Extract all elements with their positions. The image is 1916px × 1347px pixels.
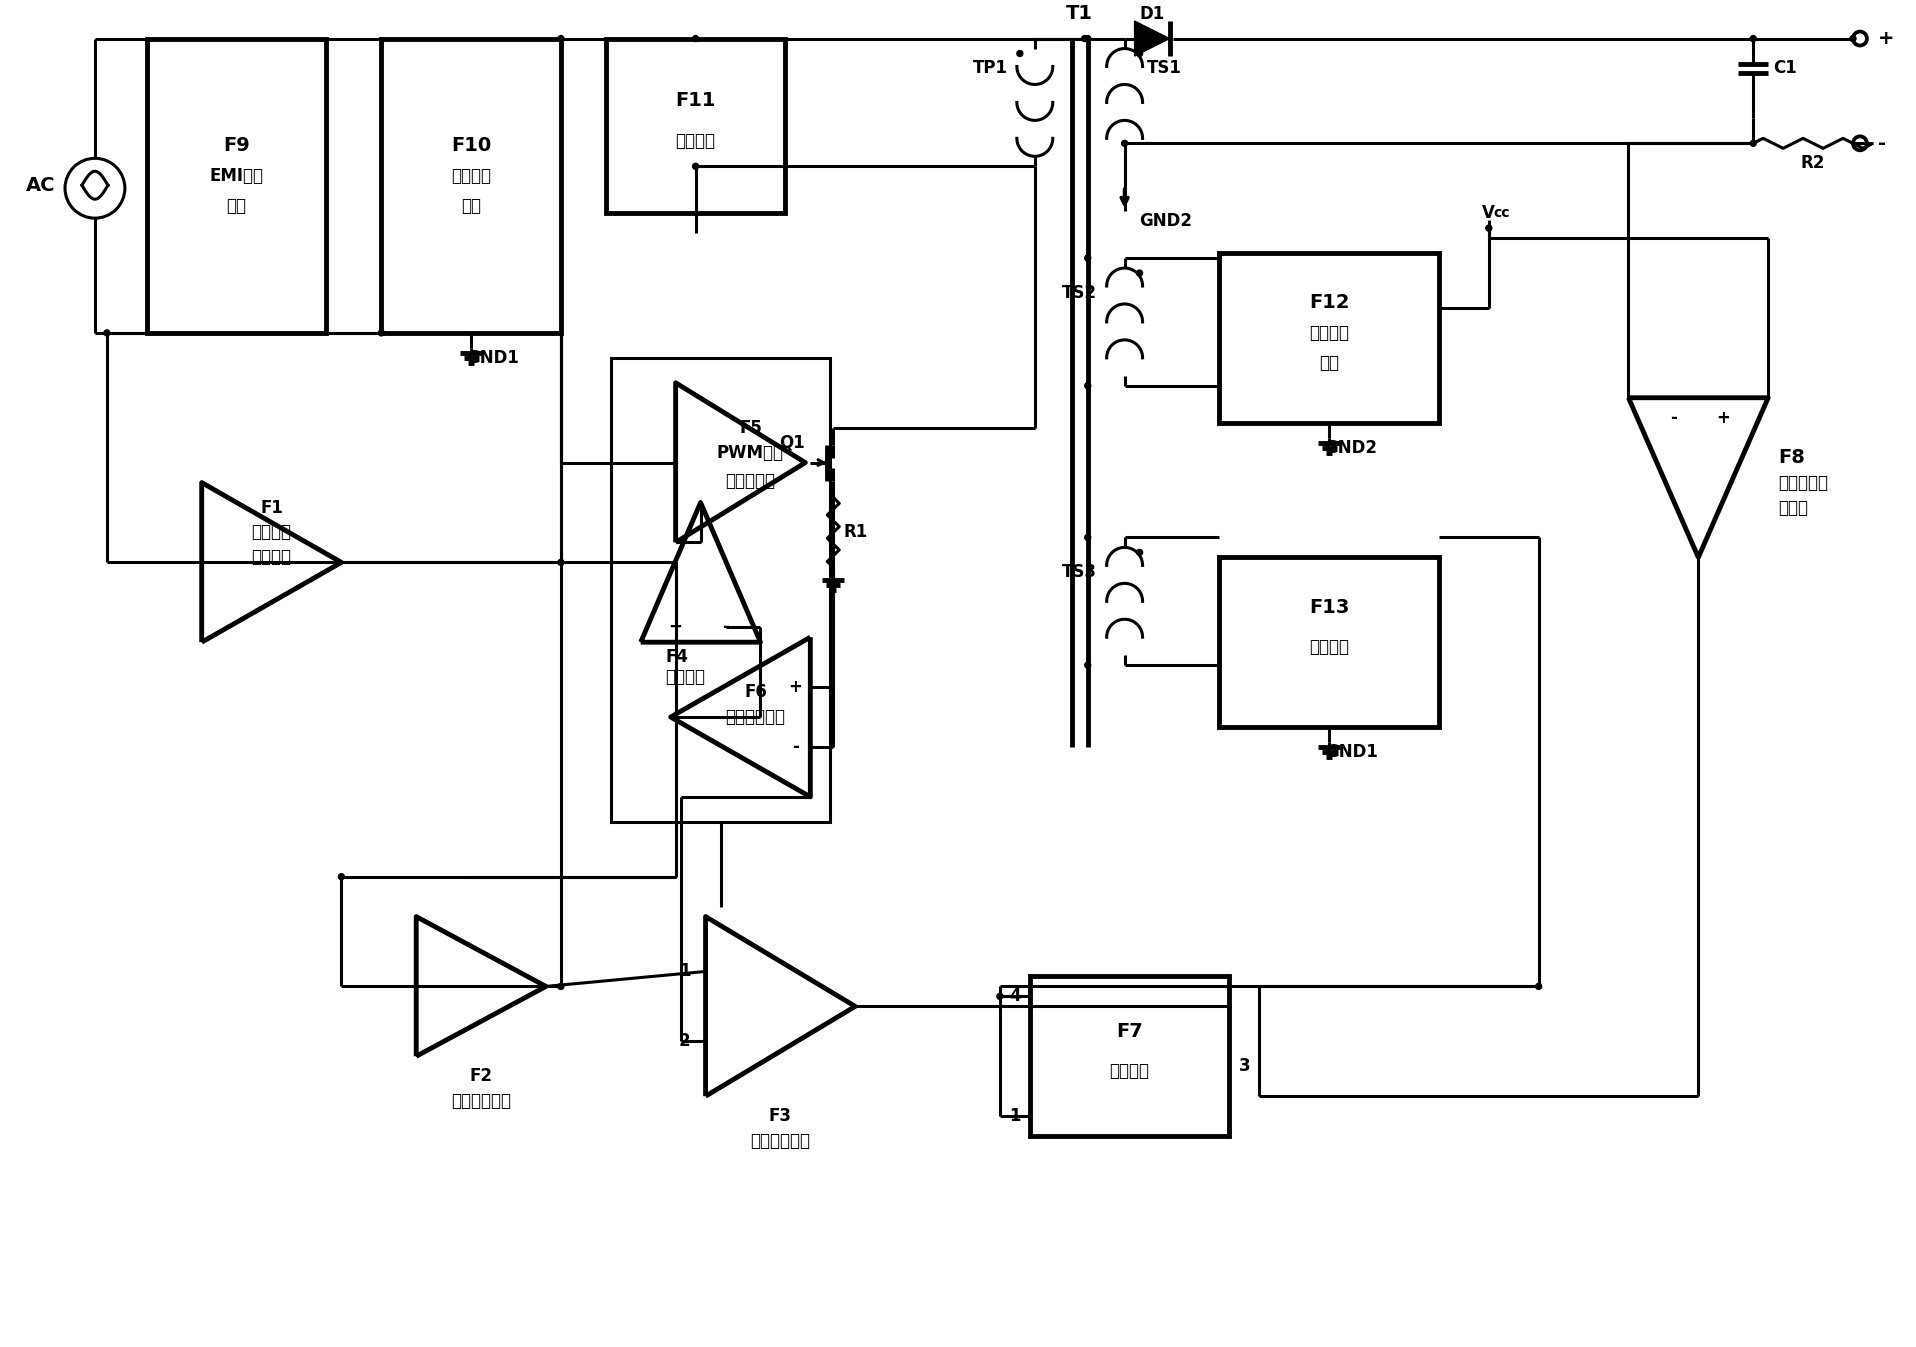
Circle shape xyxy=(1084,383,1090,389)
Text: C1: C1 xyxy=(1772,59,1797,78)
Text: 电源: 电源 xyxy=(1318,354,1339,372)
Circle shape xyxy=(1136,51,1142,57)
Text: F3: F3 xyxy=(768,1107,791,1125)
Text: 比较电路: 比较电路 xyxy=(665,668,705,686)
Text: GND1: GND1 xyxy=(468,349,519,366)
Text: V: V xyxy=(1483,205,1494,222)
Bar xyxy=(1029,977,1230,1136)
Circle shape xyxy=(1537,983,1542,990)
Polygon shape xyxy=(1134,22,1169,57)
Text: F11: F11 xyxy=(674,92,717,110)
Text: -: - xyxy=(1878,133,1885,152)
Circle shape xyxy=(1136,269,1142,276)
Text: F12: F12 xyxy=(1309,294,1349,313)
Text: +: + xyxy=(1717,408,1730,427)
Circle shape xyxy=(1084,35,1090,42)
Text: 整流滤波: 整流滤波 xyxy=(450,167,490,185)
Text: EMI滤波: EMI滤波 xyxy=(209,167,264,185)
Text: PWM控制: PWM控制 xyxy=(717,443,784,462)
Text: 电路: 电路 xyxy=(462,197,481,214)
Text: -: - xyxy=(791,738,799,756)
Circle shape xyxy=(1749,140,1757,147)
Text: 吸收电路: 吸收电路 xyxy=(676,132,715,150)
Circle shape xyxy=(1851,35,1857,42)
Circle shape xyxy=(558,983,563,990)
Text: GND2: GND2 xyxy=(1324,439,1378,457)
Text: F8: F8 xyxy=(1778,449,1805,467)
Circle shape xyxy=(558,559,563,566)
Circle shape xyxy=(1136,550,1142,555)
Text: Q1: Q1 xyxy=(780,434,805,451)
Circle shape xyxy=(1749,35,1757,42)
Circle shape xyxy=(692,163,699,170)
Circle shape xyxy=(103,330,109,335)
Text: -: - xyxy=(722,618,728,636)
Circle shape xyxy=(1084,535,1090,540)
Text: F10: F10 xyxy=(450,136,490,155)
Text: R1: R1 xyxy=(843,524,868,541)
Bar xyxy=(148,39,326,333)
Text: +: + xyxy=(1878,30,1895,48)
Text: 辅助参考: 辅助参考 xyxy=(1309,323,1349,342)
Text: 及驱动电路: 及驱动电路 xyxy=(726,471,776,489)
Text: 电路: 电路 xyxy=(226,197,247,214)
Bar xyxy=(605,39,786,213)
Text: cc: cc xyxy=(1494,206,1510,220)
Text: -: - xyxy=(1671,408,1676,427)
Bar xyxy=(1219,558,1439,727)
Bar xyxy=(381,39,561,333)
Text: F7: F7 xyxy=(1117,1022,1144,1041)
Text: 电流采样电路: 电流采样电路 xyxy=(726,709,786,726)
Text: F1: F1 xyxy=(261,498,284,516)
Bar xyxy=(611,358,830,822)
Text: 辅助电源: 辅助电源 xyxy=(1309,638,1349,656)
Text: 输出采样反: 输出采样反 xyxy=(1778,474,1828,492)
Text: GND2: GND2 xyxy=(1140,213,1192,230)
Text: D1: D1 xyxy=(1140,4,1165,23)
Text: F4: F4 xyxy=(665,648,688,667)
Text: TP1: TP1 xyxy=(973,59,1008,78)
Text: +: + xyxy=(669,618,682,636)
Text: 3: 3 xyxy=(1238,1057,1249,1075)
Text: 隔离电路: 隔离电路 xyxy=(1109,1063,1150,1080)
Circle shape xyxy=(1121,140,1129,147)
Text: AC: AC xyxy=(25,175,56,195)
Text: 4: 4 xyxy=(1010,987,1021,1005)
Text: GND1: GND1 xyxy=(1324,744,1378,761)
Circle shape xyxy=(1084,255,1090,261)
Circle shape xyxy=(996,993,1002,999)
Text: R2: R2 xyxy=(1801,155,1826,172)
Text: F9: F9 xyxy=(224,136,249,155)
Circle shape xyxy=(377,330,385,335)
Text: 1: 1 xyxy=(1010,1107,1021,1125)
Text: F13: F13 xyxy=(1309,598,1349,617)
Text: 第二运算电路: 第二运算电路 xyxy=(751,1131,810,1150)
Text: TS3: TS3 xyxy=(1061,563,1098,582)
Text: F2: F2 xyxy=(469,1067,492,1086)
Text: 2: 2 xyxy=(678,1032,690,1051)
Text: 馈电路: 馈电路 xyxy=(1778,498,1809,516)
Circle shape xyxy=(1017,51,1023,57)
Text: 采样电路: 采样电路 xyxy=(251,548,291,566)
Text: T1: T1 xyxy=(1065,4,1094,23)
Circle shape xyxy=(673,559,678,566)
Text: 参考信号: 参考信号 xyxy=(251,524,291,541)
Text: 第一运算电路: 第一运算电路 xyxy=(450,1092,512,1110)
Circle shape xyxy=(692,35,699,42)
Text: F6: F6 xyxy=(743,683,766,700)
Bar xyxy=(1219,253,1439,423)
Circle shape xyxy=(339,874,345,880)
Circle shape xyxy=(558,35,563,42)
Text: TS2: TS2 xyxy=(1061,284,1098,302)
Circle shape xyxy=(1485,225,1493,232)
Text: TS1: TS1 xyxy=(1148,59,1182,78)
Text: 1: 1 xyxy=(678,963,690,981)
Text: F5: F5 xyxy=(740,419,763,436)
Circle shape xyxy=(1083,35,1088,42)
Text: +: + xyxy=(787,678,803,696)
Circle shape xyxy=(1084,663,1090,668)
